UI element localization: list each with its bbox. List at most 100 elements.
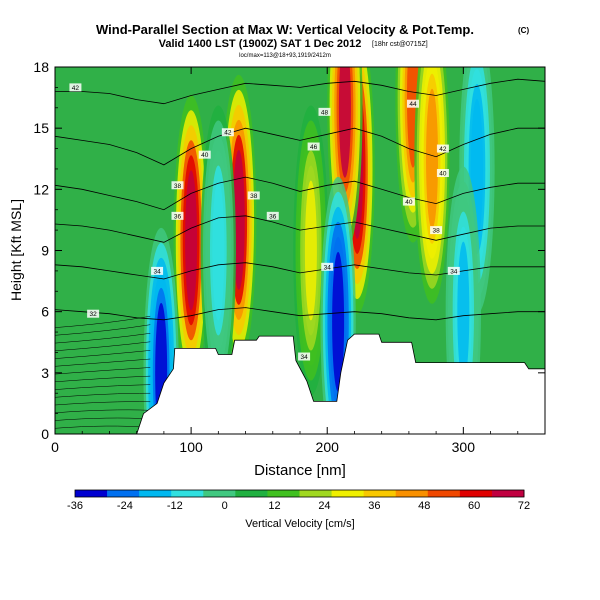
colorbar-tick-label: 12: [268, 500, 280, 512]
chart-subtitle-small: loc/max=113@18+93,1919/2412m: [239, 53, 331, 59]
y-tick-label: 3: [41, 365, 49, 381]
y-tick-label: 18: [33, 59, 49, 75]
isentrope-40: [55, 127, 545, 166]
contour-label-16: 34: [321, 262, 334, 271]
svg-text:40: 40: [439, 171, 447, 178]
svg-text:40: 40: [405, 199, 413, 206]
svg-text:34: 34: [153, 268, 161, 275]
colorbar-tick-label: 36: [368, 500, 380, 512]
isentrope-contours: [55, 78, 545, 429]
svg-text:44: 44: [409, 101, 417, 108]
svg-text:38: 38: [174, 183, 182, 190]
chart-title-unit: (C): [518, 26, 529, 35]
colorbar-segment: [139, 490, 172, 497]
x-tick-label: 200: [316, 439, 340, 455]
svg-text:34: 34: [324, 264, 332, 271]
colorbar-segment: [491, 490, 525, 497]
x-tick-label: 100: [179, 439, 203, 455]
stable-layer-line: [55, 392, 151, 398]
contour-label-1: 42: [69, 83, 82, 92]
contour-labels: 42 48 42 46 40 44 42 40 38 38 40 36 36 38 34 34 34 32 34: [69, 83, 460, 361]
colorbar-segment: [171, 490, 204, 497]
svg-text:42: 42: [224, 130, 232, 137]
x-axis-label: Distance [nm]: [254, 462, 346, 479]
colorbar-frame: [74, 489, 525, 498]
svg-text:42: 42: [72, 85, 80, 92]
stable-layer-line: [55, 324, 151, 336]
colorbar: -36 -24 -12 0 12 24 36 48 60 72: [67, 489, 530, 512]
colorbar-segment: [395, 490, 429, 497]
contour-label-3: 42: [221, 128, 234, 137]
velocity-cell-6: [414, 67, 450, 304]
velocity-cell-9: [143, 227, 179, 434]
contour-label-4: 46: [307, 142, 320, 151]
isentrope-42: [55, 78, 545, 105]
x-tick-label: 300: [452, 439, 476, 455]
svg-text:38: 38: [432, 228, 440, 235]
isentrope-38: [55, 176, 545, 211]
svg-text:42: 42: [439, 146, 447, 153]
colorbar-segment: [427, 490, 461, 497]
contour-label-2: 48: [318, 107, 331, 116]
colorbar-segment: [107, 490, 140, 497]
contour-label-18: 32: [87, 309, 100, 318]
chart-title: Wind-Parallel Section at Max W: Vertical…: [96, 22, 474, 37]
colorbar-segment: [363, 490, 397, 497]
y-tick-label: 6: [41, 304, 49, 320]
contour-label-12: 36: [171, 211, 184, 220]
svg-text:38: 38: [250, 193, 258, 200]
velocity-cell-1: [173, 95, 209, 386]
velocity-cell-12: [200, 105, 236, 396]
colorbar-segment: [267, 490, 300, 497]
colorbar-segment: [459, 490, 493, 497]
contour-label-10: 38: [247, 191, 260, 200]
contour-label-17: 34: [447, 266, 460, 275]
chart-subtitle-run: [18hr cst@0715Z]: [372, 41, 428, 48]
contour-label-13: 36: [266, 211, 279, 220]
stable-layer-line: [55, 384, 151, 390]
contour-label-15: 34: [151, 266, 164, 275]
colorbar-tick-label: -24: [117, 500, 133, 512]
velocity-cell-7: [293, 105, 329, 396]
svg-text:48: 48: [321, 109, 329, 116]
x-tick-label: 0: [51, 439, 59, 455]
isentrope-34: [55, 262, 545, 280]
stable-layer-line: [55, 315, 151, 328]
plot-area: 42 48 42 46 40 44 42 40 38 38 40 36 36 38 34 34 34 32 34: [55, 67, 545, 434]
y-axis-label: Height [Kft MSL]: [8, 199, 24, 301]
stable-layer-line: [55, 375, 151, 383]
colorbar-label: Vertical Velocity [cm/s]: [245, 518, 354, 530]
chart-subtitle: Valid 1400 LST (1900Z) SAT 1 Dec 2012: [159, 38, 362, 50]
terrain-mask: [55, 333, 545, 434]
stable-layer-line: [55, 341, 151, 352]
contour-label-8: 40: [436, 169, 449, 178]
colorbar-segment: [75, 490, 108, 497]
contour-label-19: 34: [298, 352, 311, 361]
x-axis: 0 100 200 300: [51, 67, 519, 455]
stable-layer-line: [55, 350, 151, 359]
contour-label-9: 38: [171, 181, 184, 190]
y-tick-label: 15: [33, 120, 49, 136]
isentrope-32: [55, 307, 545, 321]
stable-layer-line: [55, 333, 151, 344]
stable-layer-line: [55, 367, 151, 375]
colorbar-tick-label: 60: [468, 500, 480, 512]
contour-label-5: 40: [198, 150, 211, 159]
stable-layer-line: [55, 401, 151, 406]
colorbar-tick-label: -12: [167, 500, 183, 512]
velocity-cell-4: [327, 67, 363, 253]
colorbar-tick-label: 48: [418, 500, 430, 512]
svg-text:36: 36: [174, 213, 182, 220]
colorbar-segment: [235, 490, 268, 497]
y-tick-label: 9: [41, 243, 49, 259]
isentrope-36: [55, 215, 545, 243]
contour-label-7: 42: [436, 144, 449, 153]
colorbar-segment: [331, 490, 365, 497]
contour-label-14: 38: [430, 226, 443, 235]
svg-text:32: 32: [89, 311, 97, 318]
colorbar-segment: [299, 490, 333, 497]
colorbar-tick-label: 72: [518, 500, 530, 512]
svg-text:36: 36: [269, 213, 277, 220]
